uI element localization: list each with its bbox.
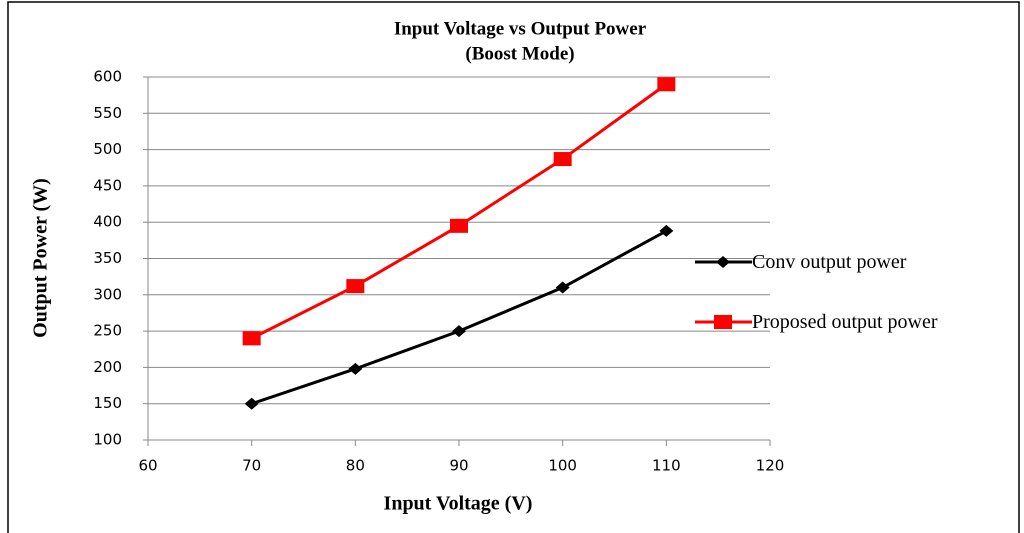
legend-label: Conv output power [752, 251, 907, 273]
marker [450, 218, 468, 233]
y-tick-label: 600 [93, 68, 122, 86]
y-axis-label: Output Power (W) [30, 178, 52, 338]
x-axis-label: Input Voltage (V) [384, 493, 533, 515]
legend-label: Proposed output power [752, 311, 938, 333]
x-tick-label: 120 [756, 457, 785, 475]
chart-border [7, 1, 1020, 533]
x-tick-label: 80 [346, 457, 365, 475]
y-tick-label: 150 [93, 394, 122, 412]
y-tick-label: 500 [93, 140, 122, 158]
y-tick-label: 400 [93, 213, 122, 231]
marker [346, 279, 365, 294]
x-tick-label: 90 [449, 457, 468, 475]
x-tick-label: 70 [242, 457, 261, 475]
marker [716, 256, 730, 268]
y-tick-label: 450 [93, 176, 122, 194]
y-tick-label: 200 [93, 358, 122, 376]
y-tick-label: 350 [93, 249, 122, 267]
marker [657, 77, 676, 92]
marker [244, 397, 259, 410]
marker [242, 331, 261, 346]
chart-subtitle: (Boost Mode) [465, 43, 574, 64]
marker [348, 362, 363, 375]
y-tick-label: 300 [93, 285, 122, 303]
y-tick-label: 250 [93, 322, 122, 340]
x-tick-label: 100 [548, 457, 577, 475]
chart-title: Input Voltage vs Output Power [394, 18, 647, 39]
x-tick-label: 60 [138, 457, 157, 475]
series-line [250, 83, 668, 340]
y-tick-label: 100 [93, 431, 122, 449]
marker [659, 224, 674, 237]
y-tick-label: 550 [93, 104, 122, 122]
series-line [251, 229, 668, 406]
marker [555, 281, 570, 294]
marker [452, 325, 466, 338]
marker [714, 315, 732, 329]
x-tick-label: 110 [652, 457, 681, 475]
marker [553, 152, 572, 167]
